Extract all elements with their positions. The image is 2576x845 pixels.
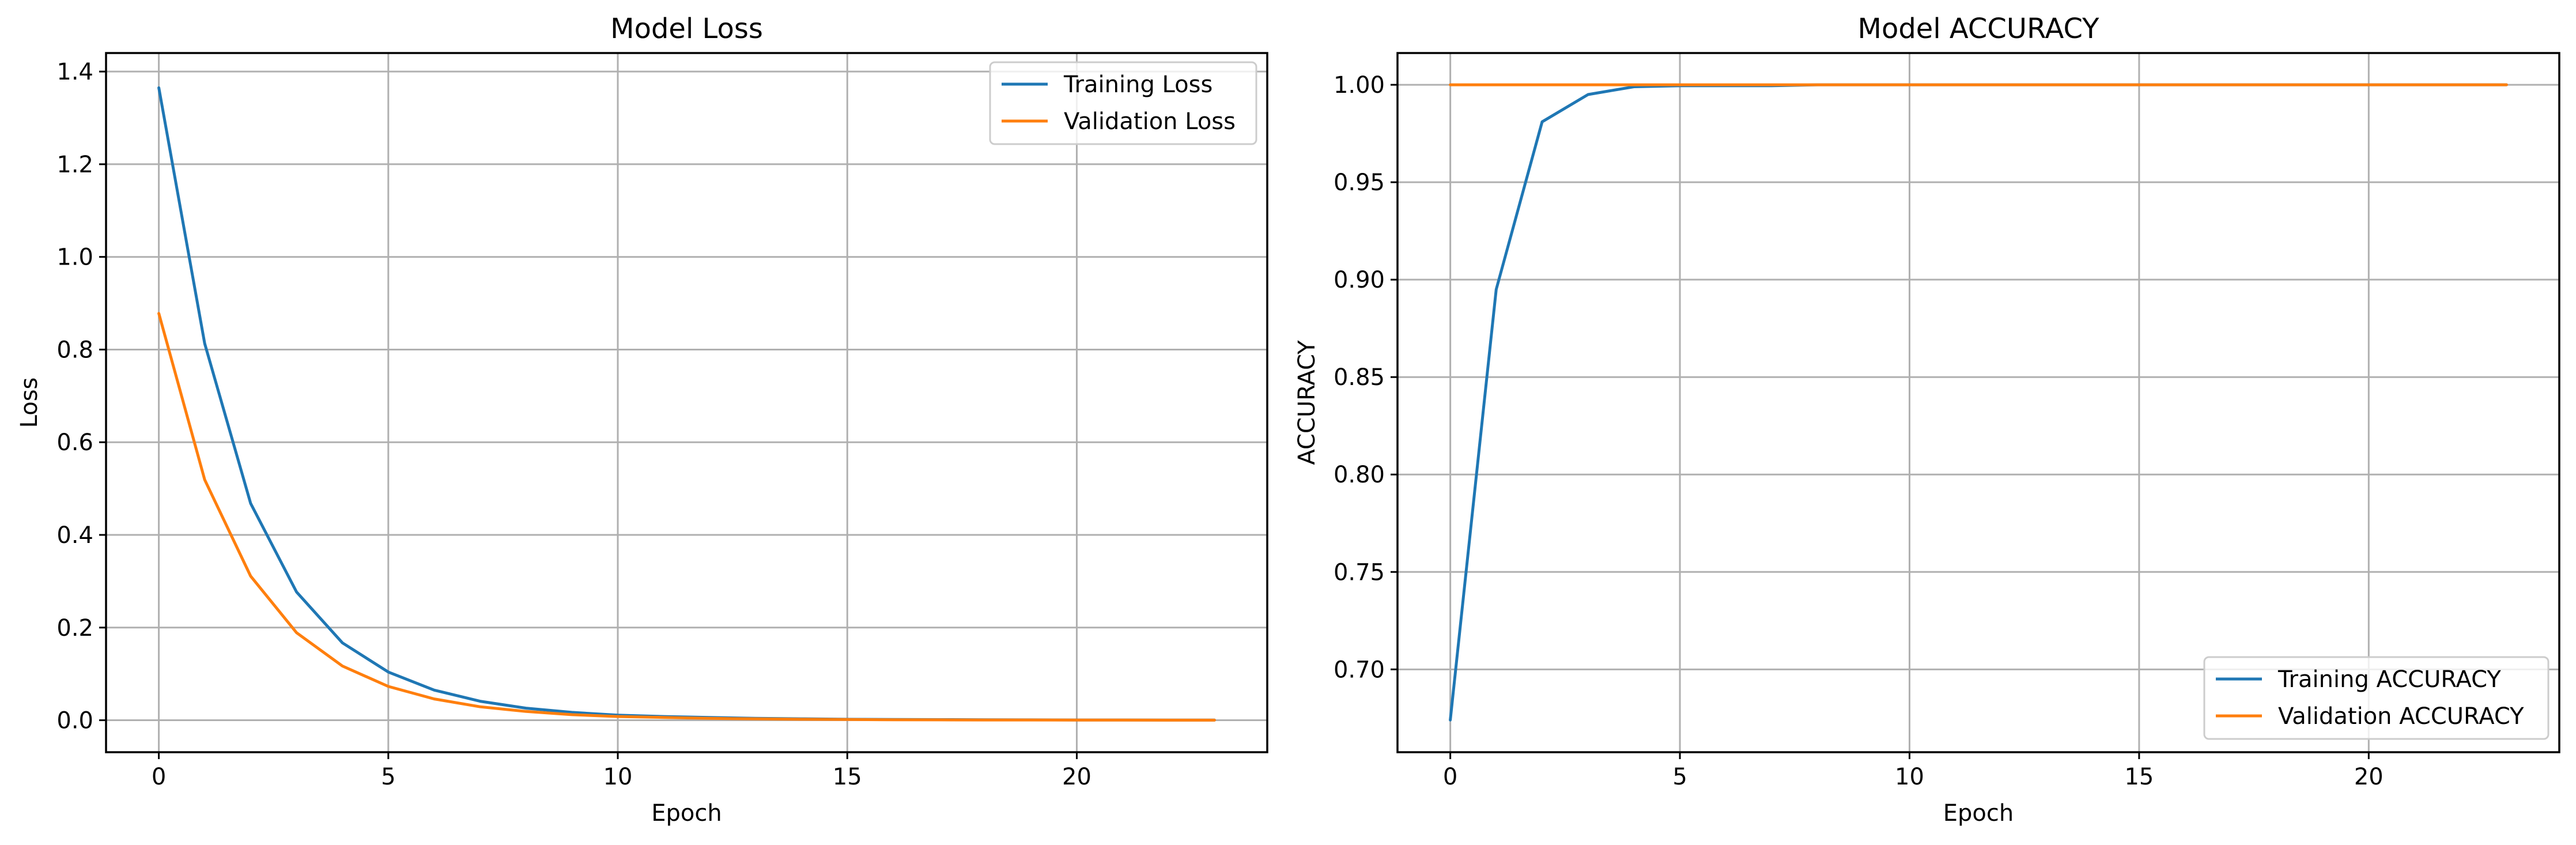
y-tick-label: 0.80 (1334, 462, 1385, 488)
legend-box (989, 61, 1257, 145)
y-axis-label: Loss (16, 378, 43, 428)
y-tick-label: 1.2 (56, 152, 93, 178)
y-tick-label: 1.0 (56, 244, 93, 271)
x-tick-label: 15 (833, 764, 862, 790)
y-tick-label: 0.8 (56, 337, 93, 363)
x-tick-label: 20 (1062, 764, 1091, 790)
x-axis-label: Epoch (1943, 800, 2014, 827)
y-tick-label: 0.0 (56, 708, 93, 734)
plot-series (157, 86, 1216, 722)
accuracy-chart-panel: Model ACCURACY 0 5 10 15 200.700.750.800.850… (1294, 13, 2560, 827)
loss-chart-panel: Model Loss 0 5 10 15 20 0.0 0.2 0.4 0.6 0.8 1.0 1.2… (16, 13, 1268, 827)
axis-ticks: 0 5 10 15 20 0.0 0.2 0.4 0.6 0.8 1.0 1.2 1.4 (56, 59, 1091, 790)
y-tick-label: 0.4 (56, 522, 93, 549)
chart-title: Model ACCURACY (1858, 13, 2100, 45)
y-tick-label: 1.00 (1334, 72, 1385, 99)
legend-box (2203, 656, 2549, 740)
axis-ticks: 0 5 10 15 20 0.70 0.75 0.80 0.85 0.90 0.95 1.00 (1334, 72, 2384, 790)
legend-label: Training ACCURACY (2277, 666, 2501, 693)
legend: Training Loss Validation Loss (989, 61, 1257, 145)
axes-frame (105, 52, 1268, 753)
x-tick-label: 5 (1672, 764, 1687, 790)
y-tick-label: 0.70 (1334, 657, 1385, 683)
axes-frame (1396, 52, 2560, 753)
series-line-validation-loss (157, 312, 1216, 722)
legend-label: Training Loss (1063, 71, 1213, 98)
y-tick-label: 0.95 (1334, 169, 1385, 196)
y-tick-label: 0.2 (56, 615, 93, 642)
legend-label: Validation Loss (1064, 108, 1236, 135)
x-axis-label: Epoch (651, 800, 722, 827)
legend: Training ACCURACY Validation ACCURACY (2203, 656, 2549, 740)
y-tick-label: 1.4 (56, 59, 93, 85)
x-tick-label: 15 (2124, 764, 2154, 790)
x-tick-label: 5 (381, 764, 395, 790)
y-axis-label: ACCURACY (1294, 340, 1320, 465)
x-tick-label: 10 (603, 764, 633, 790)
y-tick-label: 0.90 (1334, 267, 1385, 293)
x-tick-label: 0 (152, 764, 166, 790)
legend-label: Validation ACCURACY (2278, 703, 2524, 730)
grid-lines (106, 53, 1267, 752)
plot-series (1449, 83, 2508, 722)
x-tick-label: 0 (1443, 764, 1457, 790)
y-tick-label: 0.75 (1334, 559, 1385, 586)
x-tick-label: 10 (1895, 764, 1924, 790)
y-tick-label: 0.6 (56, 429, 93, 456)
y-tick-label: 0.85 (1334, 364, 1385, 391)
chart-title: Model Loss (610, 13, 763, 45)
x-tick-label: 20 (2354, 764, 2384, 790)
